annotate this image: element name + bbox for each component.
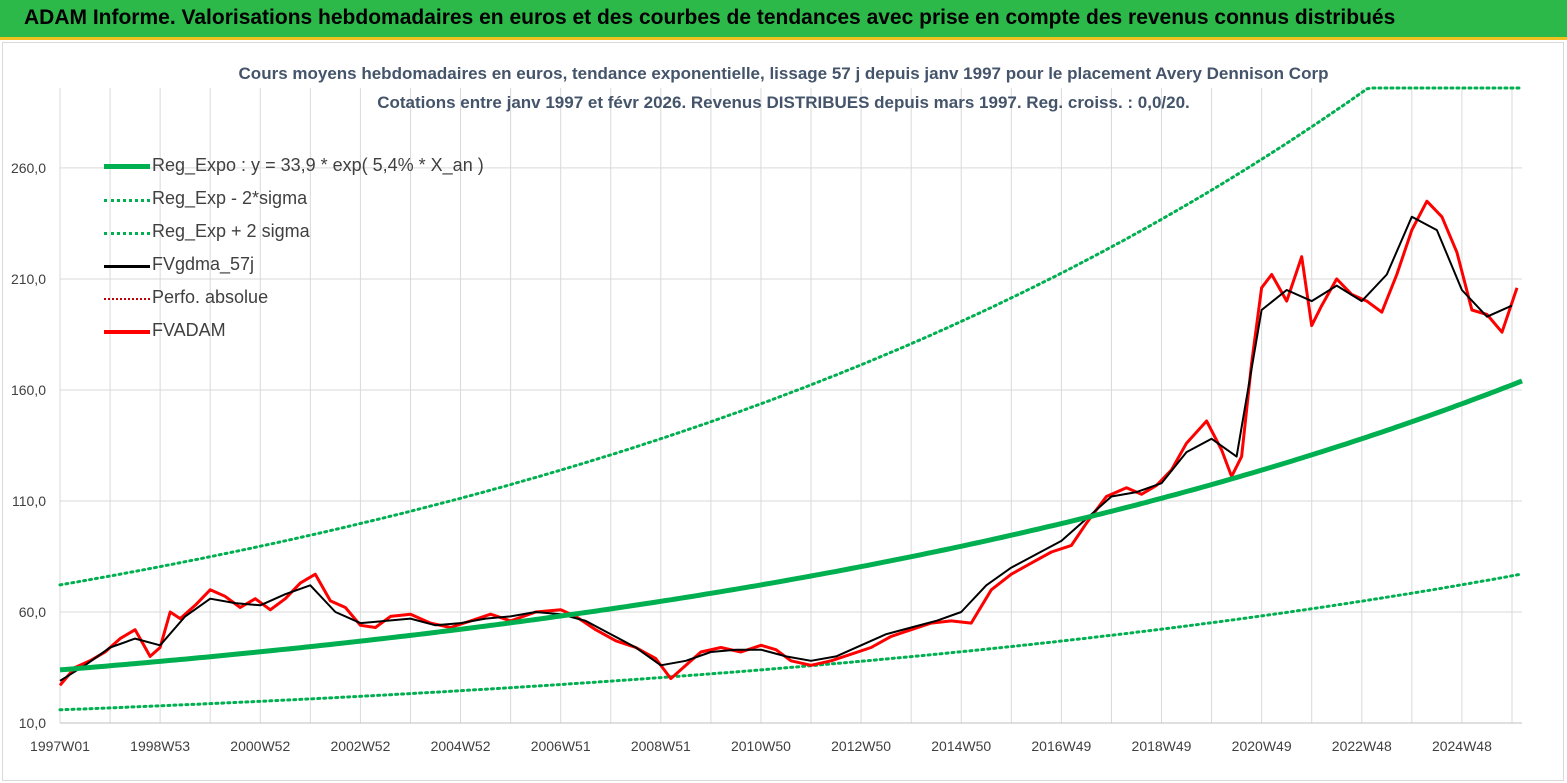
report-title: ADAM Informe. Valorisations hebdomadaire… xyxy=(24,6,1396,29)
legend-swatch-reg-minus xyxy=(104,199,150,202)
x-tick-label: 2002W52 xyxy=(330,738,390,754)
chart-title-line1: Cours moyens hebdomadaires en euros, ten… xyxy=(238,64,1329,83)
legend-label-fvgdma: FVgdma_57j xyxy=(152,254,255,274)
grid xyxy=(59,88,1522,724)
series-fvgdma xyxy=(59,215,1513,682)
legend-label-reg-expo: Reg_Expo : y = 33,9 * exp( 5,4% * X_an ) xyxy=(152,155,484,175)
series xyxy=(58,86,1524,712)
x-tick-label: 2014W50 xyxy=(931,738,991,754)
legend-swatch-perfo xyxy=(104,298,150,300)
x-tick-label: 2016W49 xyxy=(1031,738,1091,754)
legend-swatch-reg-plus xyxy=(104,232,150,235)
y-tick-label: 10,0 xyxy=(19,715,46,731)
chart-frame xyxy=(2,42,1564,781)
legend-label-reg-plus: Reg_Exp + 2 sigma xyxy=(152,221,310,241)
header-bar: ADAM Informe. Valorisations hebdomadaire… xyxy=(0,0,1567,40)
x-tick-label: 1997W01 xyxy=(30,738,90,754)
series-reg-expo xyxy=(59,378,1523,673)
legend-swatch-fvgdma xyxy=(104,265,150,268)
chart-title-line2: Cotations entre janv 1997 et févr 2026. … xyxy=(377,93,1190,112)
x-tick-label: 2008W51 xyxy=(631,738,691,754)
y-tick-label: 260,0 xyxy=(11,160,46,176)
x-tick-label: 2024W48 xyxy=(1432,738,1492,754)
x-tick-label: 2004W52 xyxy=(431,738,491,754)
series-reg-minus-2sigma xyxy=(58,572,1524,712)
legend-swatch-fvadam xyxy=(104,330,150,334)
x-axis: 1997W01 1998W53 2000W52 2002W52 2004W52 2006W… xyxy=(30,722,1522,754)
x-tick-label: 2020W49 xyxy=(1232,738,1292,754)
series-reg-plus-2sigma xyxy=(58,86,1524,587)
x-tick-label: 2000W52 xyxy=(230,738,290,754)
legend-label-perfo: Perfo. absolue xyxy=(152,287,269,307)
y-tick-label: 210,0 xyxy=(11,271,46,287)
x-tick-label: 2010W50 xyxy=(731,738,791,754)
series-fvadam xyxy=(58,199,1519,687)
y-tick-label: 160,0 xyxy=(11,382,46,398)
y-axis: 10,0 60,0 110,0 160,0 210,0 260,0 xyxy=(11,160,46,731)
y-tick-label: 60,0 xyxy=(19,604,46,620)
x-tick-label: 2018W49 xyxy=(1132,738,1192,754)
x-tick-label: 2012W50 xyxy=(831,738,891,754)
legend-label-fvadam: FVADAM xyxy=(152,320,226,340)
legend-swatch-reg-expo xyxy=(104,164,150,169)
x-tick-label: 1998W53 xyxy=(130,738,190,754)
x-tick-label: 2006W51 xyxy=(531,738,591,754)
legend-label-reg-minus: Reg_Exp - 2*sigma xyxy=(152,188,308,208)
x-tick-label: 2022W48 xyxy=(1332,738,1392,754)
y-tick-label: 110,0 xyxy=(12,493,46,509)
